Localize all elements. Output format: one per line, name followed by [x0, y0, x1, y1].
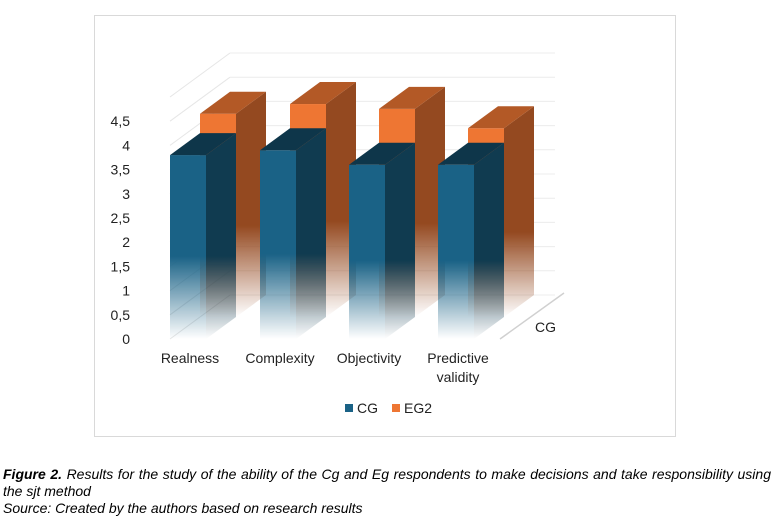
bar-front-face — [438, 164, 474, 339]
depth-axis-label: CG — [535, 319, 556, 335]
legend-label-cg: CG — [357, 400, 378, 416]
y-tick-label: 4,5 — [111, 113, 131, 129]
y-tick-label: 0 — [122, 331, 130, 347]
bar-front-face — [349, 164, 385, 339]
y-tick-label: 3,5 — [111, 162, 131, 178]
x-category-label: Realness — [161, 350, 219, 366]
bar-front-face — [260, 150, 296, 339]
bar-side-face — [326, 82, 356, 317]
y-tick-label: 1,5 — [111, 258, 131, 274]
x-category-label: Predictive — [427, 350, 489, 366]
bar-top-face — [379, 86, 445, 109]
bar-side-face — [415, 86, 445, 317]
depth-axis-line — [499, 292, 565, 340]
bar-side-face — [296, 128, 326, 339]
bar-front-face — [170, 155, 206, 339]
chart-frame — [94, 15, 676, 437]
gridline-side — [169, 76, 231, 122]
bar-top-face — [468, 106, 534, 129]
y-tick-label: 0,5 — [111, 307, 131, 323]
bar-side-face — [236, 91, 266, 317]
x-category-label: Complexity — [245, 350, 314, 366]
bar-cg-0-faces — [170, 133, 236, 339]
y-tick-label: 4 — [122, 137, 130, 153]
y-tick-label: 3 — [122, 186, 130, 202]
x-category-label: Objectivity — [337, 350, 402, 366]
bar-top-face — [260, 128, 326, 151]
bar-side-face — [504, 106, 534, 318]
bar-side-face — [206, 133, 236, 339]
bar-cg-2 — [349, 142, 415, 339]
gridline-side — [169, 52, 231, 98]
bar-top-face — [200, 91, 266, 114]
bar-side-face — [474, 142, 504, 339]
bar-cg-1-faces — [260, 128, 326, 339]
bar-cg-3-faces — [438, 142, 504, 339]
bar-chart-3d: CG 0 0,5 1 1,5 2 2,5 3 3,5 4 4,5 Realness Complexi… — [111, 52, 565, 416]
caption-source: Source: Created by the authors based on … — [3, 500, 363, 516]
bar-side-face — [385, 142, 415, 339]
y-tick-label: 1 — [122, 283, 130, 299]
bar-cg-3 — [438, 142, 504, 339]
bar-top-face — [349, 142, 415, 165]
bar-cg-2-faces — [349, 142, 415, 339]
legend-label-eg2: EG2 — [404, 400, 432, 416]
bar-top-face — [170, 133, 236, 156]
bar-cg-0 — [170, 133, 236, 339]
figure-label: Figure 2. — [3, 466, 63, 482]
bar-top-face — [290, 82, 356, 105]
y-tick-label: 2 — [122, 234, 130, 250]
bar-top-face — [438, 142, 504, 165]
y-tick-label: 2,5 — [111, 210, 131, 226]
x-category-label: validity — [437, 369, 480, 385]
bar-cg-1 — [260, 128, 326, 339]
caption-text: Results for the study of the ability of … — [3, 466, 771, 499]
figure-caption: Figure 2. Results for the study of the a… — [3, 466, 771, 517]
legend-swatch-eg2 — [392, 404, 400, 412]
legend-swatch-cg — [345, 404, 353, 412]
